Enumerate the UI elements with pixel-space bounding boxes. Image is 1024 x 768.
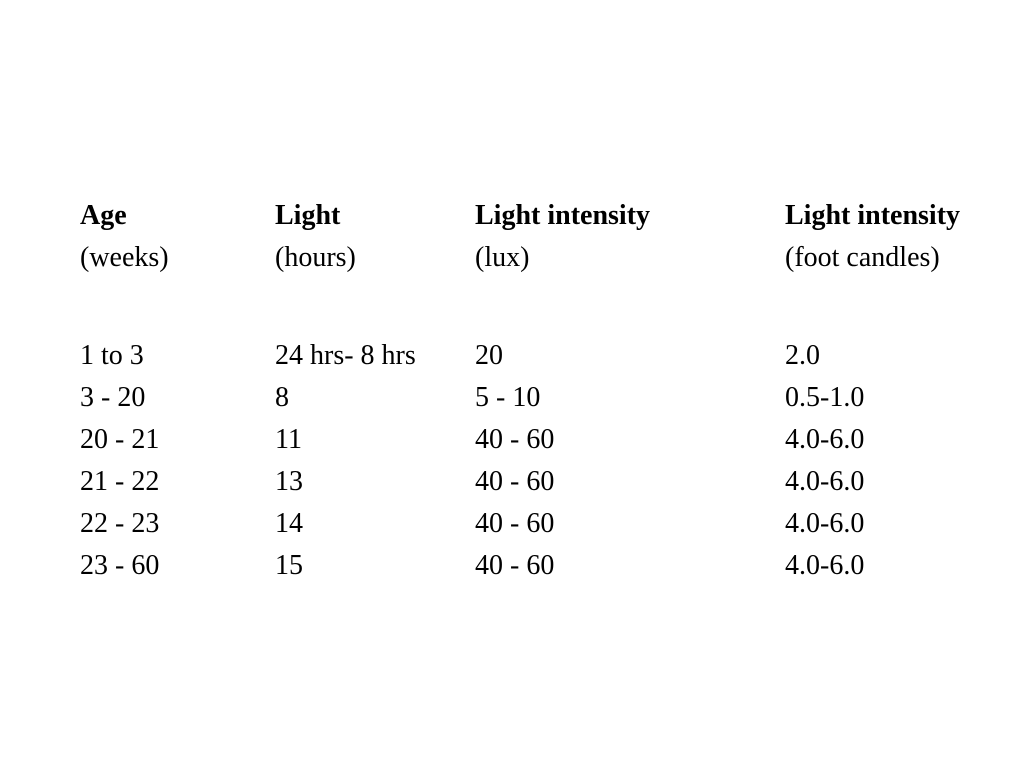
col-header-age-1: Age	[80, 195, 275, 237]
cell-light: 14	[275, 503, 475, 545]
cell-lux: 40 - 60	[475, 545, 785, 587]
table-row: 22 - 23 14 40 - 60 4.0-6.0	[80, 503, 985, 545]
table-header-line2: (weeks) (hours) (lux) (foot candles)	[80, 237, 985, 279]
cell-lux: 40 - 60	[475, 419, 785, 461]
light-schedule-table: Age Light Light intensity Light intensit…	[80, 195, 985, 587]
col-header-lux-2: (lux)	[475, 237, 785, 279]
cell-light: 13	[275, 461, 475, 503]
col-header-light-1: Light	[275, 195, 475, 237]
col-header-age-2: (weeks)	[80, 237, 275, 279]
header-body-spacer	[80, 279, 985, 335]
cell-age: 1 to 3	[80, 335, 275, 377]
cell-lux: 40 - 60	[475, 503, 785, 545]
col-header-light-2: (hours)	[275, 237, 475, 279]
table-row: 20 - 21 11 40 - 60 4.0-6.0	[80, 419, 985, 461]
cell-light: 11	[275, 419, 475, 461]
cell-light: 8	[275, 377, 475, 419]
cell-light: 15	[275, 545, 475, 587]
cell-age: 22 - 23	[80, 503, 275, 545]
cell-lux: 40 - 60	[475, 461, 785, 503]
cell-lux: 20	[475, 335, 785, 377]
cell-age: 20 - 21	[80, 419, 275, 461]
table-row: 21 - 22 13 40 - 60 4.0-6.0	[80, 461, 985, 503]
table-header-line1: Age Light Light intensity Light intensit…	[80, 195, 985, 237]
col-header-lux-1: Light intensity	[475, 195, 785, 237]
cell-lux: 5 - 10	[475, 377, 785, 419]
cell-fc: 4.0-6.0	[785, 461, 985, 503]
cell-fc: 4.0-6.0	[785, 419, 985, 461]
cell-light: 24 hrs- 8 hrs	[275, 335, 475, 377]
cell-fc: 4.0-6.0	[785, 503, 985, 545]
cell-fc: 2.0	[785, 335, 985, 377]
cell-age: 21 - 22	[80, 461, 275, 503]
table-row: 1 to 3 24 hrs- 8 hrs 20 2.0	[80, 335, 985, 377]
col-header-fc-2: (foot candles)	[785, 237, 985, 279]
col-header-fc-1: Light intensity	[785, 195, 985, 237]
cell-fc: 4.0-6.0	[785, 545, 985, 587]
cell-age: 3 - 20	[80, 377, 275, 419]
table-row: 23 - 60 15 40 - 60 4.0-6.0	[80, 545, 985, 587]
page: Age Light Light intensity Light intensit…	[0, 0, 1024, 587]
table-row: 3 - 20 8 5 - 10 0.5-1.0	[80, 377, 985, 419]
cell-fc: 0.5-1.0	[785, 377, 985, 419]
cell-age: 23 - 60	[80, 545, 275, 587]
